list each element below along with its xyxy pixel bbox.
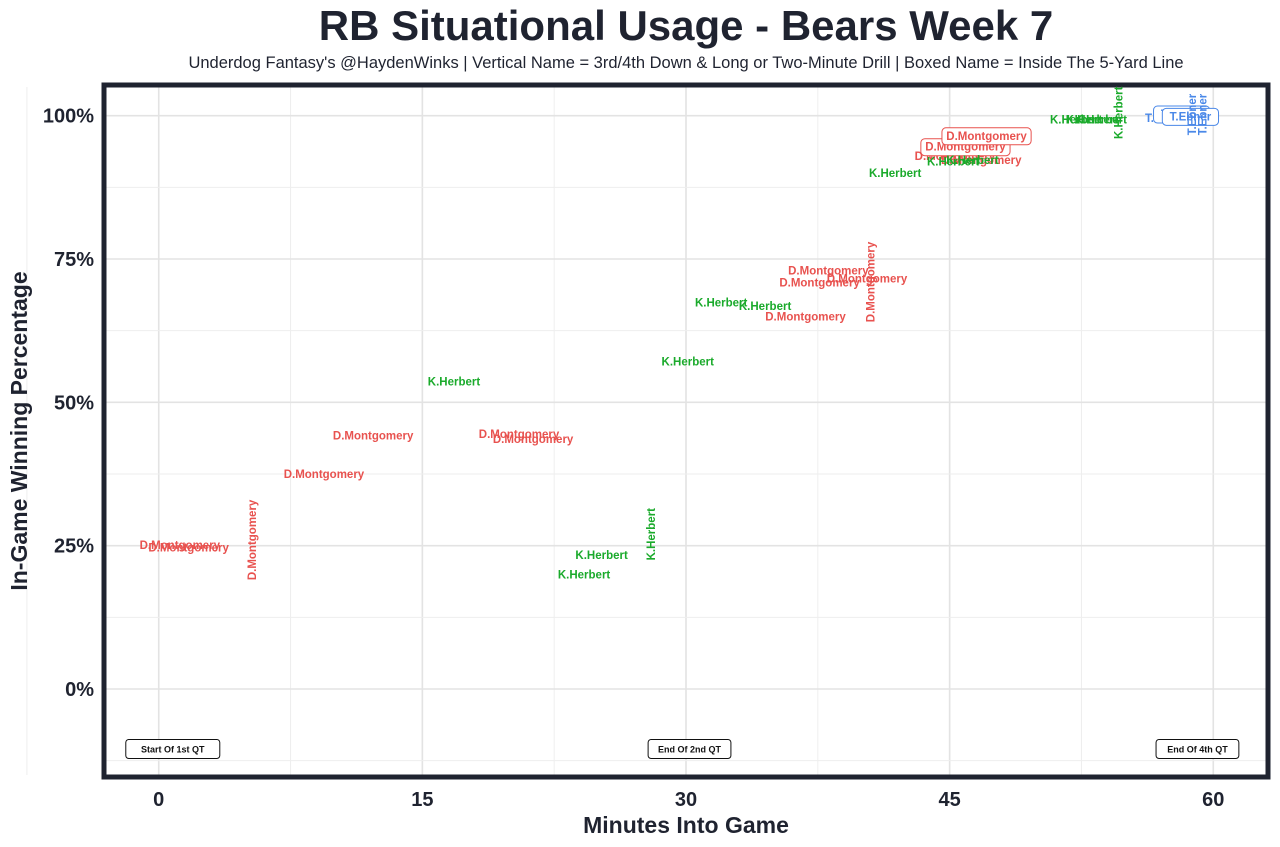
- data-point: K.Herbert: [1075, 115, 1128, 127]
- x-tick-label: 30: [675, 789, 697, 811]
- point-label: D.Montgomery: [866, 241, 878, 322]
- x-tick-label: 45: [939, 789, 961, 811]
- quarter-markers: Start Of 1st QT End Of 2nd QT End Of 4th Q…: [125, 739, 1240, 759]
- data-point: K.Herbert: [662, 357, 715, 369]
- data-point: K.Herbert: [869, 168, 922, 180]
- point-label: K.Herbert: [695, 298, 748, 310]
- point-label: D.Montgomery: [284, 469, 365, 481]
- data-point: K.Herbert: [739, 301, 792, 313]
- quarter-marker: End Of 4th QT: [1155, 739, 1240, 759]
- data-point: D.Montgomery: [333, 431, 414, 443]
- quarter-marker-box: [1155, 739, 1240, 759]
- point-label: K.Herbert: [428, 377, 481, 389]
- x-axis-label: Minutes Into Game: [583, 812, 789, 838]
- inside-five-box: [1161, 107, 1220, 126]
- quarter-marker-label: Start Of 1st QT: [141, 745, 205, 755]
- point-label: T.Ebner: [1198, 93, 1210, 135]
- point-label: K.Herbert: [739, 301, 792, 313]
- data-point: D.Montgomery: [140, 540, 221, 552]
- data-point: K.Herbert: [428, 377, 481, 389]
- data-point: K.Herbert: [1050, 115, 1103, 127]
- x-tick-label: 15: [411, 789, 433, 811]
- y-tick-label: 0%: [65, 679, 94, 701]
- quarter-marker-box: [125, 739, 221, 759]
- data-point: K.Herbert: [575, 550, 628, 562]
- point-label: K.Herbert: [946, 155, 999, 167]
- grid-lines: [26, 87, 1266, 775]
- quarter-marker: End Of 2nd QT: [647, 739, 732, 759]
- point-label: D.Montgomery: [941, 155, 1022, 167]
- data-point: D.Montgomery: [493, 434, 574, 446]
- point-label: D.Montgomery: [779, 278, 860, 290]
- data-point: D.Montgomery: [479, 429, 560, 441]
- data-point: D.Montgomery: [765, 311, 846, 323]
- data-point: T.Ebner: [1198, 93, 1210, 135]
- data-point: D.Montgomery: [941, 127, 1032, 146]
- inside-five-box: [941, 127, 1032, 146]
- data-point: D.Montgomery: [148, 542, 229, 554]
- x-tick-label: 60: [1202, 789, 1224, 811]
- point-label: D.Montgomery: [140, 540, 221, 552]
- data-point: T.Ebner: [1187, 93, 1199, 135]
- chart-subtitle: Underdog Fantasy's @HaydenWinks | Vertic…: [188, 54, 1184, 72]
- data-point: T.Ebner: [1161, 107, 1220, 126]
- data-point: D.Montgomery: [788, 265, 869, 277]
- data-point: K.Herbert: [1066, 115, 1119, 127]
- x-tick-label: 0: [153, 789, 164, 811]
- point-label: D.Montgomery: [493, 434, 574, 446]
- data-point: K.Herbert: [695, 298, 748, 310]
- quarter-marker-box: [647, 739, 732, 759]
- point-label: D.Montgomery: [946, 131, 1027, 143]
- point-label: D.Montgomery: [765, 311, 846, 323]
- y-axis-label: In-Game Winning Percentage: [6, 271, 32, 590]
- point-label: K.Herbert: [662, 357, 715, 369]
- chart-title: RB Situational Usage - Bears Week 7: [318, 2, 1054, 49]
- y-tick-label: 100%: [43, 106, 94, 128]
- data-point: D.Montgomery: [779, 278, 860, 290]
- point-label: K.Herbert: [927, 157, 980, 169]
- point-label: K.Herbert: [1113, 86, 1125, 139]
- point-label: K.Herbert: [1066, 115, 1119, 127]
- point-label: D.Montgomery: [479, 429, 560, 441]
- data-point: D.Montgomery: [941, 155, 1022, 167]
- quarter-marker-label: End Of 4th QT: [1167, 745, 1228, 755]
- y-tick-label: 75%: [54, 249, 94, 271]
- data-point: K.Herbert: [1113, 86, 1125, 139]
- point-label: K.Herbert: [646, 508, 658, 561]
- y-tick-label: 50%: [54, 392, 94, 414]
- data-point: D.Montgomery: [866, 241, 878, 322]
- point-label: D.Montgomery: [247, 499, 259, 580]
- point-label: D.Montgomery: [827, 273, 908, 285]
- point-label: D.Montgomery: [148, 542, 229, 554]
- point-label: K.Herbert: [1075, 115, 1128, 127]
- quarter-marker-label: End Of 2nd QT: [658, 745, 721, 755]
- point-label: D.Montgomery: [333, 431, 414, 443]
- y-tick-label: 25%: [54, 536, 94, 558]
- plot-frame: [101, 82, 1271, 780]
- data-point: D.Montgomery: [247, 499, 259, 580]
- data-point: D.Montgomery: [827, 273, 908, 285]
- data-point: K.Herbert: [558, 569, 611, 581]
- point-label: K.Herbert: [1050, 115, 1103, 127]
- point-label: K.Herbert: [575, 550, 628, 562]
- data-point: K.Herbert: [646, 508, 658, 561]
- point-label: D.Montgomery: [788, 265, 869, 277]
- quarter-marker: Start Of 1st QT: [125, 739, 221, 759]
- data-point: K.Herbert: [946, 155, 999, 167]
- y-axis-ticks: 0% 25% 50% 75% 100%: [43, 106, 94, 701]
- point-label: K.Herbert: [869, 168, 922, 180]
- data-point: K.Herbert: [927, 157, 980, 169]
- point-label: T.Ebner: [1187, 93, 1199, 135]
- point-label: K.Herbert: [558, 569, 611, 581]
- x-axis-ticks: 0 15 30 45 60: [153, 789, 1224, 811]
- point-label: T.Ebner: [1170, 111, 1212, 123]
- data-point: D.Montgomery: [284, 469, 365, 481]
